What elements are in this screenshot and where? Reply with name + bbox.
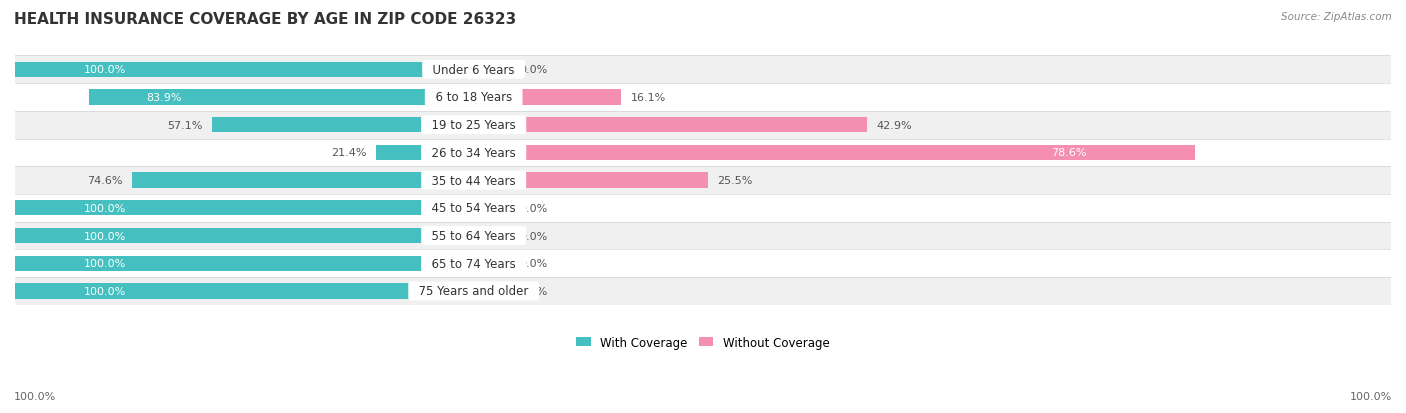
Text: 74.6%: 74.6% xyxy=(87,176,122,186)
Bar xyxy=(15,195,1391,222)
Text: 6 to 18 Years: 6 to 18 Years xyxy=(427,91,520,104)
Bar xyxy=(15,250,1391,278)
Bar xyxy=(15,139,1391,167)
Bar xyxy=(15,201,474,216)
Text: 45 to 54 Years: 45 to 54 Years xyxy=(425,202,523,215)
Text: 19 to 25 Years: 19 to 25 Years xyxy=(425,119,523,132)
Bar xyxy=(15,112,1391,139)
Bar xyxy=(15,56,1391,84)
Text: 100.0%: 100.0% xyxy=(1350,391,1392,401)
Text: 75 Years and older: 75 Years and older xyxy=(411,285,536,298)
Text: 0.0%: 0.0% xyxy=(520,203,548,213)
Bar xyxy=(15,84,1391,112)
Text: Under 6 Years: Under 6 Years xyxy=(425,64,522,76)
Text: 0.0%: 0.0% xyxy=(520,286,548,296)
Bar xyxy=(15,228,474,244)
Bar xyxy=(474,90,621,105)
Bar xyxy=(15,284,474,299)
Text: 100.0%: 100.0% xyxy=(84,203,127,213)
Text: 42.9%: 42.9% xyxy=(876,120,912,131)
Text: 16.1%: 16.1% xyxy=(630,93,666,103)
Text: 78.6%: 78.6% xyxy=(1052,148,1087,158)
Bar xyxy=(474,62,510,78)
Text: 100.0%: 100.0% xyxy=(14,391,56,401)
Text: 0.0%: 0.0% xyxy=(520,259,548,268)
Text: 25.5%: 25.5% xyxy=(717,176,752,186)
Text: Source: ZipAtlas.com: Source: ZipAtlas.com xyxy=(1281,12,1392,22)
Text: 100.0%: 100.0% xyxy=(84,231,127,241)
Text: 0.0%: 0.0% xyxy=(520,65,548,75)
Legend: With Coverage, Without Coverage: With Coverage, Without Coverage xyxy=(572,332,834,354)
Bar xyxy=(375,145,474,161)
Bar xyxy=(15,167,1391,195)
Text: 100.0%: 100.0% xyxy=(84,259,127,268)
Bar xyxy=(132,173,474,188)
Bar xyxy=(15,62,474,78)
Bar xyxy=(474,256,510,271)
Bar xyxy=(212,118,474,133)
Bar xyxy=(474,201,510,216)
Text: 65 to 74 Years: 65 to 74 Years xyxy=(425,257,523,270)
Text: 57.1%: 57.1% xyxy=(167,120,202,131)
Text: 21.4%: 21.4% xyxy=(330,148,367,158)
Text: 83.9%: 83.9% xyxy=(146,93,181,103)
Bar xyxy=(15,256,474,271)
Bar xyxy=(474,173,707,188)
Text: 35 to 44 Years: 35 to 44 Years xyxy=(425,174,523,187)
Text: 55 to 64 Years: 55 to 64 Years xyxy=(425,230,523,242)
Text: 100.0%: 100.0% xyxy=(84,65,127,75)
Text: 26 to 34 Years: 26 to 34 Years xyxy=(425,147,523,159)
Text: 100.0%: 100.0% xyxy=(84,286,127,296)
Bar xyxy=(474,145,1195,161)
Bar xyxy=(474,118,868,133)
Bar xyxy=(89,90,474,105)
Bar xyxy=(15,278,1391,305)
Bar xyxy=(474,228,510,244)
Bar xyxy=(15,222,1391,250)
Bar xyxy=(474,284,510,299)
Text: HEALTH INSURANCE COVERAGE BY AGE IN ZIP CODE 26323: HEALTH INSURANCE COVERAGE BY AGE IN ZIP … xyxy=(14,12,516,27)
Text: 0.0%: 0.0% xyxy=(520,231,548,241)
